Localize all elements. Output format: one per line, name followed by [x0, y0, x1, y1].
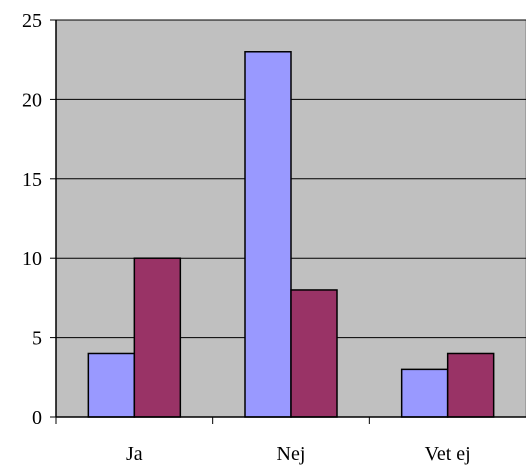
tick-labels: 0 5 10 15 20 25 Ja Nej Vet ej [22, 10, 471, 465]
bar-ja-series-2 [133, 257, 182, 418]
bar-nej-series-1 [244, 51, 292, 418]
bars [87, 51, 495, 418]
x-tick-label: Nej [277, 443, 306, 465]
axes [50, 19, 526, 424]
bar-nej-series-2 [290, 289, 338, 418]
y-tick-label: 20 [22, 89, 42, 111]
y-tick-label: 10 [22, 248, 42, 270]
x-tick-label: Vet ej [425, 443, 471, 465]
y-tick-label: 15 [22, 169, 42, 191]
x-tick-label: Ja [126, 443, 143, 465]
bar-vet-ej-series-1 [400, 368, 449, 418]
y-tick-label: 5 [32, 328, 42, 350]
y-tick-label: 25 [22, 10, 42, 32]
y-tick-label: 0 [32, 407, 42, 429]
bar-ja-series-1 [87, 352, 136, 418]
bar-vet-ej-series-2 [446, 352, 495, 418]
